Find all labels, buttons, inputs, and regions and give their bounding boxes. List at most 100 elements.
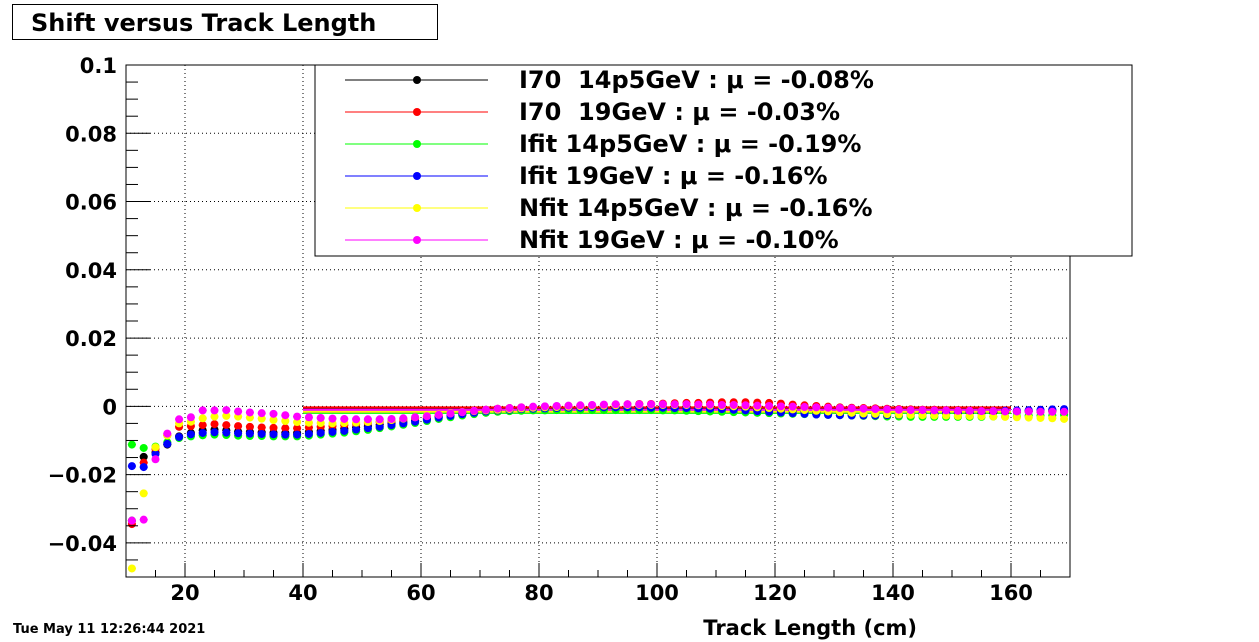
- data-point: [906, 406, 915, 415]
- data-point: [127, 564, 136, 573]
- data-point: [293, 424, 302, 433]
- data-point: [163, 439, 172, 448]
- data-point: [1024, 413, 1033, 422]
- data-point: [658, 400, 667, 409]
- x-tick-label: 20: [170, 581, 199, 605]
- data-point: [304, 413, 313, 422]
- data-point: [942, 406, 951, 415]
- data-point: [694, 400, 703, 409]
- data-point: [529, 402, 538, 411]
- tick-labels: 20 40 60 80 100 120 140 160 0.1 0.08 0.06 0.04 0.02 0…: [48, 54, 1033, 605]
- legend-marker: [413, 108, 421, 116]
- data-point: [269, 415, 278, 424]
- data-point: [139, 489, 148, 498]
- data-point: [210, 412, 219, 421]
- data-point: [552, 401, 561, 410]
- y-tick-label: 0.06: [65, 191, 117, 215]
- legend-label: Ifit 19GeV : μ = -0.16%: [519, 162, 828, 190]
- data-point: [293, 412, 302, 421]
- data-point: [186, 413, 195, 422]
- legend-item: I70 14p5GeV : μ = -0.08%: [345, 66, 874, 94]
- data-point: [175, 433, 184, 442]
- data-point: [127, 462, 136, 471]
- data-point: [316, 413, 325, 422]
- legend-marker: [413, 172, 421, 180]
- data-point: [281, 424, 290, 433]
- data-point: [222, 428, 231, 437]
- y-tick-label: 0.08: [65, 122, 117, 146]
- data-point: [422, 412, 431, 421]
- x-tick-label: 140: [871, 581, 915, 605]
- data-point: [328, 414, 337, 423]
- mean-lines: [303, 406, 1011, 414]
- legend-label: Nfit 19GeV : μ = -0.10%: [519, 226, 839, 254]
- data-point: [269, 430, 278, 439]
- legend-item: Nfit 14p5GeV : μ = -0.16%: [345, 194, 873, 222]
- data-point: [765, 401, 774, 410]
- data-point: [588, 400, 597, 409]
- data-point: [965, 406, 974, 415]
- legend-label: Nfit 14p5GeV : μ = -0.16%: [519, 194, 873, 222]
- data-point: [198, 428, 207, 437]
- data-point: [363, 424, 372, 433]
- data-point: [375, 415, 384, 424]
- data-point: [257, 423, 266, 432]
- data-point: [269, 423, 278, 432]
- data-point: [328, 427, 337, 436]
- data-point: [234, 429, 243, 438]
- data-point: [245, 408, 254, 417]
- data-point: [340, 414, 349, 423]
- data-point: [198, 406, 207, 415]
- data-point: [151, 443, 160, 452]
- data-point: [977, 407, 986, 416]
- data-point: [352, 425, 361, 434]
- data-point: [139, 452, 148, 461]
- y-tick-label: 0.1: [80, 54, 117, 78]
- data-point: [599, 400, 608, 409]
- y-tick-label: −0.04: [48, 532, 117, 556]
- chart-title: Shift versus Track Length: [12, 4, 438, 40]
- data-point: [127, 440, 136, 449]
- legend-marker: [413, 236, 421, 244]
- legend-marker: [413, 140, 421, 148]
- data-point: [953, 406, 962, 415]
- data-point: [163, 429, 172, 438]
- data-point: [340, 426, 349, 435]
- data-point: [245, 429, 254, 438]
- data-point: [316, 428, 325, 437]
- legend-box: [314, 64, 1133, 257]
- y-tick-label: 0.04: [65, 259, 117, 283]
- x-tick-label: 80: [524, 581, 553, 605]
- legend-label: I70 14p5GeV : μ = -0.08%: [519, 66, 874, 94]
- data-point: [918, 406, 927, 415]
- data-point: [706, 400, 715, 409]
- data-point: [741, 401, 750, 410]
- data-point: [257, 409, 266, 418]
- legend-marker: [413, 76, 421, 84]
- y-tick-label: 0.02: [65, 327, 117, 351]
- legend-item: Ifit 14p5GeV : μ = -0.19%: [345, 130, 861, 158]
- data-point: [1060, 414, 1069, 423]
- data-point: [788, 402, 797, 411]
- data-point: [576, 401, 585, 410]
- data-point: [139, 515, 148, 524]
- data-point: [753, 401, 762, 410]
- data-points: [127, 398, 1069, 573]
- data-point: [222, 406, 231, 415]
- x-tick-label: 60: [406, 581, 435, 605]
- data-point: [481, 405, 490, 414]
- data-point: [883, 405, 892, 414]
- data-point: [729, 400, 738, 409]
- data-point: [1048, 414, 1057, 423]
- data-point: [800, 403, 809, 412]
- data-point: [198, 421, 207, 430]
- legend-item: Nfit 19GeV : μ = -0.10%: [345, 226, 839, 254]
- data-point: [871, 405, 880, 414]
- x-tick-label: 100: [635, 581, 679, 605]
- data-point: [564, 401, 573, 410]
- legend-label: Ifit 14p5GeV : μ = -0.19%: [519, 130, 861, 158]
- data-point: [835, 404, 844, 413]
- data-point: [635, 400, 644, 409]
- x-tick-label: 40: [288, 581, 317, 605]
